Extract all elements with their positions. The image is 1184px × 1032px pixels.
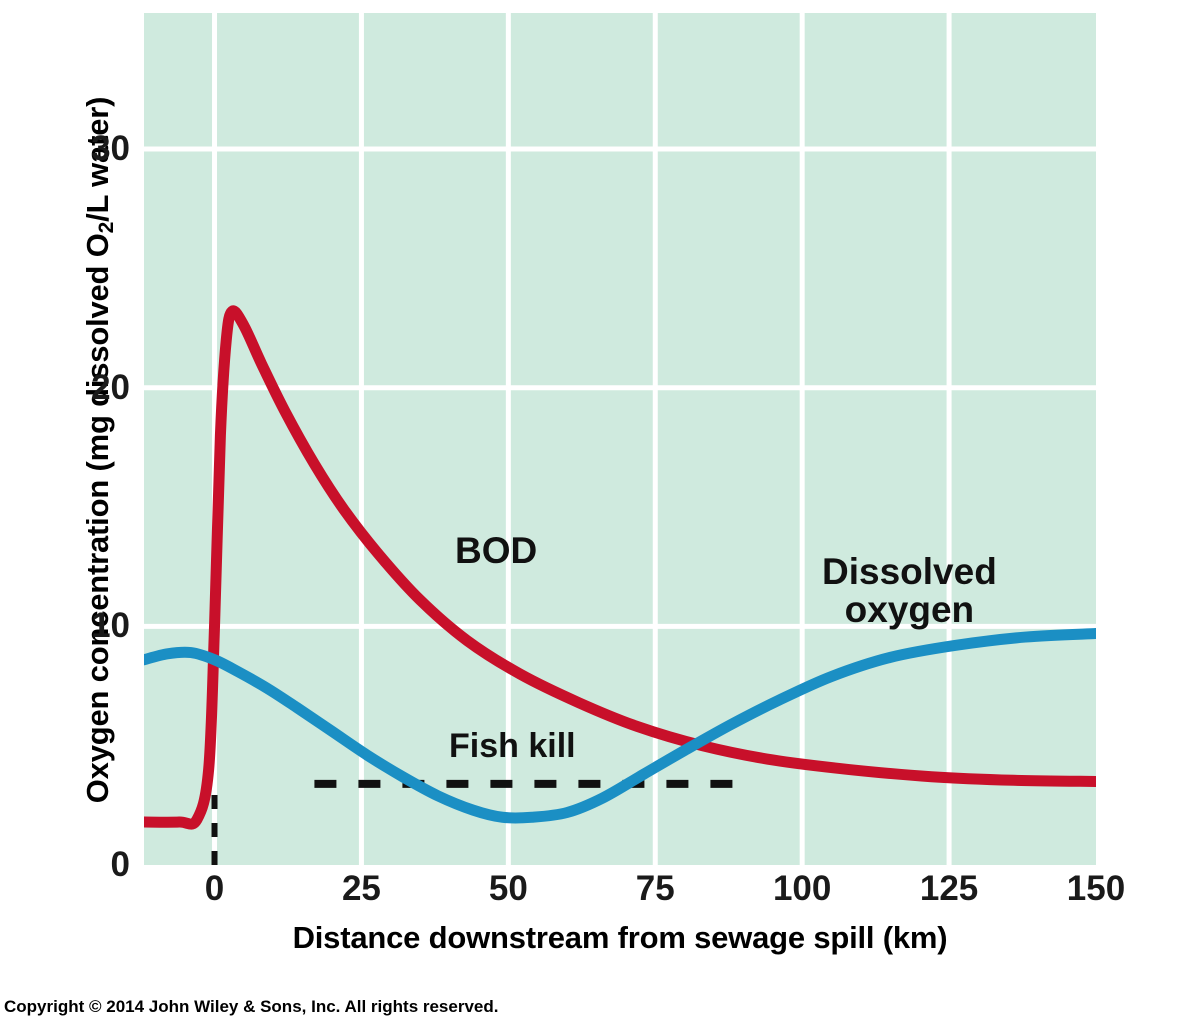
y-axis-title-subscript: 2 — [95, 221, 118, 234]
series-line-dissolved-oxygen — [144, 628, 1096, 824]
plot-area: BOD Dissolved oxygen Fish kill — [144, 13, 1096, 865]
annotation-label-fish-kill: Fish kill — [449, 727, 576, 765]
y-tick-label-30: 30 — [91, 129, 130, 169]
x-axis-title: Distance downstream from sewage spill (k… — [292, 920, 948, 955]
series-label-dissolved-oxygen: Dissolved oxygen — [822, 551, 997, 631]
x-tick-label-50: 50 — [488, 869, 528, 908]
x-tick-label-75: 75 — [635, 869, 675, 908]
y-tick-label-20: 20 — [91, 367, 130, 407]
x-tick-label-125: 125 — [919, 869, 979, 908]
data-series — [144, 305, 1096, 830]
gridlines — [144, 13, 1096, 865]
x-tick-label-100: 100 — [772, 869, 832, 908]
chart-canvas — [144, 13, 1096, 865]
copyright-notice: Copyright © 2014 John Wiley & Sons, Inc.… — [4, 997, 499, 1016]
x-tick-label-25: 25 — [341, 869, 381, 908]
x-tick-label-150: 150 — [1066, 869, 1126, 908]
y-axis-title-pre: Oxygen concentration (mg dissolved O — [80, 233, 115, 804]
series-line-bod — [144, 305, 1096, 830]
series-label-dissolved-oxygen-line1: Dissolved — [822, 551, 997, 592]
series-label-dissolved-oxygen-line2: oxygen — [844, 589, 975, 631]
series-label-bod: BOD — [455, 530, 538, 571]
y-tick-label-0: 0 — [110, 845, 130, 884]
annotation-lines — [211, 779, 738, 865]
x-tick-label-0: 0 — [204, 869, 225, 908]
y-tick-label-10: 10 — [91, 606, 130, 646]
